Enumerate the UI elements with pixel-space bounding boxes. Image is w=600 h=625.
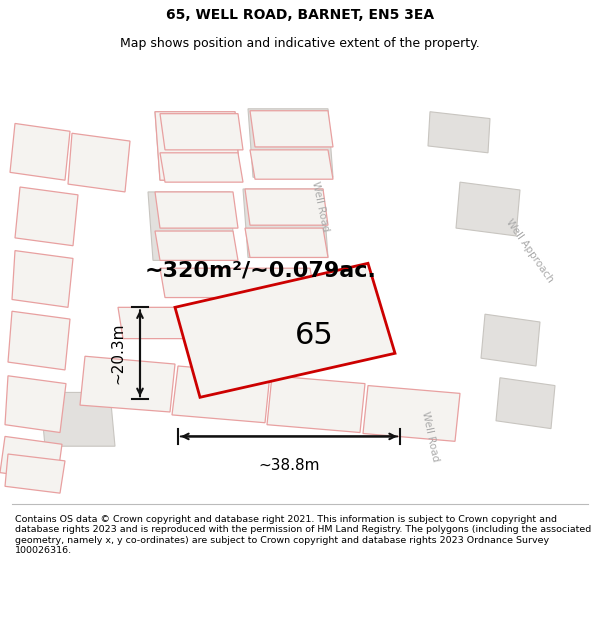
Text: Contains OS data © Crown copyright and database right 2021. This information is : Contains OS data © Crown copyright and d… [15, 515, 591, 555]
Text: ~20.3m: ~20.3m [110, 322, 125, 384]
Polygon shape [267, 376, 365, 432]
Polygon shape [80, 356, 175, 412]
Polygon shape [172, 366, 270, 423]
Text: Well Approach: Well Approach [505, 217, 556, 284]
Text: Well Road: Well Road [310, 181, 330, 232]
Polygon shape [248, 109, 333, 177]
Polygon shape [155, 112, 240, 180]
Polygon shape [0, 436, 62, 481]
Text: Map shows position and indicative extent of the property.: Map shows position and indicative extent… [120, 38, 480, 51]
Polygon shape [5, 376, 66, 432]
Text: 65: 65 [295, 321, 334, 350]
Polygon shape [148, 192, 235, 261]
Polygon shape [155, 112, 240, 180]
Polygon shape [245, 189, 328, 225]
Polygon shape [250, 150, 333, 179]
Polygon shape [481, 314, 540, 366]
Text: Well Road: Well Road [420, 411, 440, 462]
Polygon shape [160, 114, 243, 150]
Polygon shape [118, 308, 273, 339]
Polygon shape [160, 268, 315, 298]
Polygon shape [5, 454, 65, 493]
Polygon shape [456, 182, 520, 236]
Text: ~320m²/~0.079ac.: ~320m²/~0.079ac. [145, 260, 377, 280]
Polygon shape [243, 189, 328, 258]
Polygon shape [8, 311, 70, 370]
Polygon shape [40, 392, 115, 446]
Polygon shape [10, 124, 70, 180]
Polygon shape [15, 187, 78, 246]
Polygon shape [175, 263, 395, 398]
Polygon shape [155, 192, 238, 228]
Text: 65, WELL ROAD, BARNET, EN5 3EA: 65, WELL ROAD, BARNET, EN5 3EA [166, 8, 434, 22]
Polygon shape [68, 133, 130, 192]
Text: ~38.8m: ~38.8m [258, 458, 320, 473]
Polygon shape [496, 378, 555, 429]
Polygon shape [245, 228, 328, 258]
Polygon shape [250, 111, 333, 147]
Polygon shape [363, 386, 460, 441]
Polygon shape [12, 251, 73, 308]
Polygon shape [155, 231, 238, 261]
Polygon shape [160, 152, 243, 182]
Polygon shape [428, 112, 490, 152]
